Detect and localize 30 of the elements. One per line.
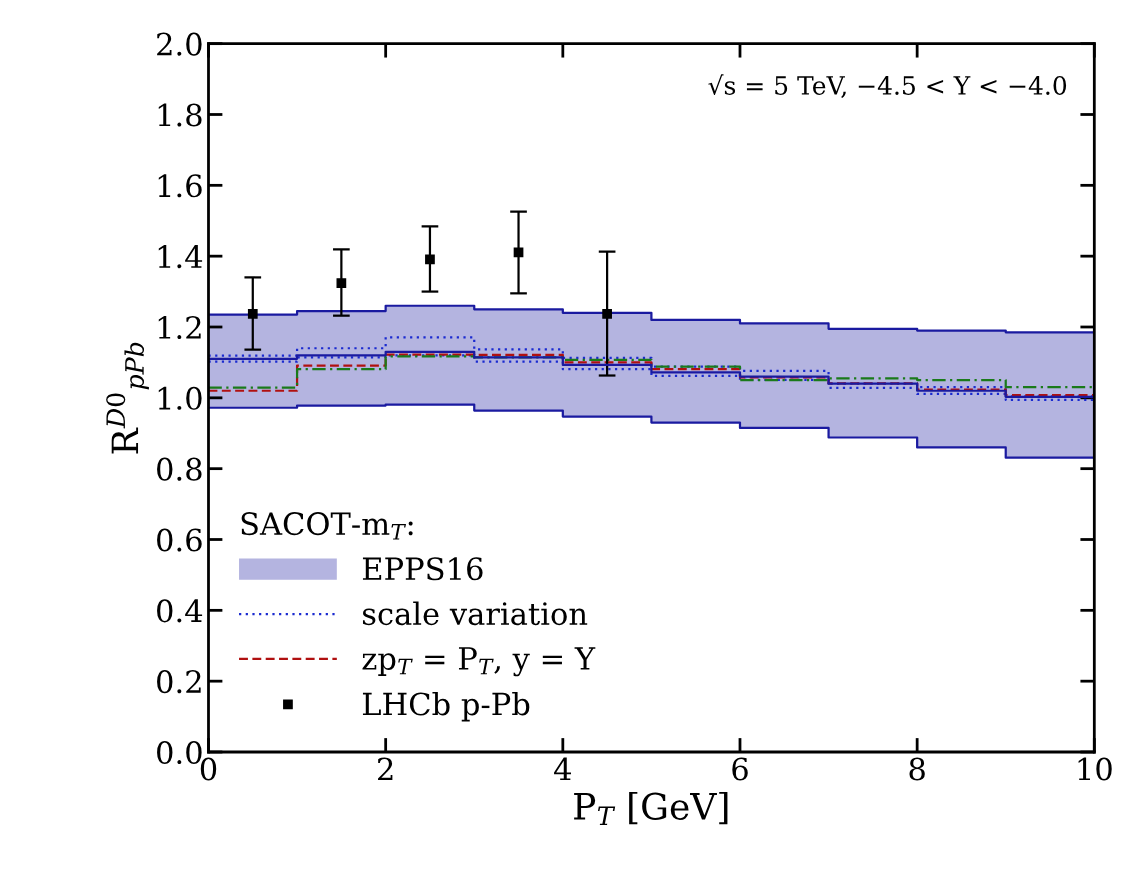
x-tick-label: 4 — [554, 757, 572, 781]
point — [336, 278, 347, 288]
x-tick-label: 10 — [1078, 757, 1112, 781]
x-axis-title: P$_{T}$ [GeV] — [574, 791, 728, 826]
y-tick-label: 1.6 — [158, 174, 202, 198]
x-tick-label: 6 — [732, 757, 748, 781]
legend-label: scale variation — [362, 601, 588, 626]
point — [425, 254, 435, 265]
y-tick-label: 0.2 — [157, 670, 201, 694]
point — [247, 309, 258, 319]
legend-label: LHCb p-Pb — [362, 691, 530, 722]
y-tick-label: 1.0 — [158, 386, 202, 410]
annotation: √s = 5 TeV, −4.5 < Y < −4.0 — [708, 74, 1067, 98]
y-tick-label: 0.6 — [157, 528, 202, 552]
y-tick-label: 1.4 — [158, 245, 203, 269]
x-tick-label: 0 — [200, 757, 217, 781]
x-tick-label: 2 — [378, 757, 393, 781]
point — [513, 247, 524, 258]
y-tick-label: 1.2 — [158, 315, 201, 340]
legend-label: EPPS16 — [362, 557, 483, 581]
y-tick-label: 1.8 — [158, 103, 202, 127]
y-tick-label: 2.0 — [157, 32, 202, 56]
y-axis-title: R$^{D0}$$_{pPb}$ — [106, 342, 149, 454]
point — [602, 309, 612, 319]
y-tick-label: 0.4 — [157, 599, 203, 623]
y-tick-label: 0.0 — [157, 740, 202, 765]
y-tick-label: 0.8 — [157, 457, 202, 481]
legend-title: SACOT-m$_{T}$: — [241, 512, 413, 540]
x-tick-label: 8 — [909, 757, 925, 781]
legend-label: zp$_{T}$ = P$_{T}$, y = Y — [362, 647, 596, 677]
